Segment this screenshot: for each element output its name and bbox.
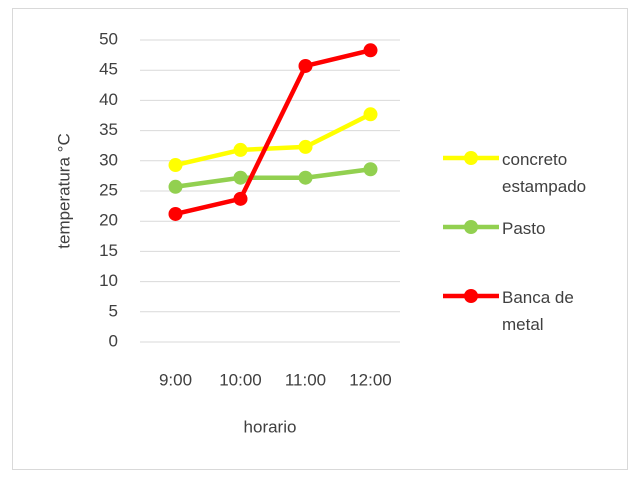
- y-tick-label: 40: [99, 90, 118, 109]
- series-line: [174, 112, 372, 168]
- legend-swatch: [443, 220, 499, 234]
- point: [298, 170, 313, 185]
- legend-label: Pasto: [502, 219, 546, 238]
- x-tick-label: 9:00: [159, 370, 192, 389]
- point: [168, 179, 183, 194]
- point: [363, 43, 378, 58]
- legend-entry: Banca de metal: [440, 284, 612, 338]
- point: [298, 58, 313, 73]
- point: [168, 206, 183, 221]
- legend-entry: concreto estampado: [440, 146, 612, 200]
- y-axis-label: temperatura °C: [54, 133, 73, 248]
- point: [363, 107, 378, 122]
- point: [363, 162, 378, 177]
- y-tick-label: 35: [99, 120, 118, 139]
- x-tick-label: 11:00: [285, 370, 326, 389]
- y-tick-label: 25: [99, 180, 118, 199]
- legend-label: concreto estampado: [502, 150, 587, 196]
- y-tick-label: 15: [99, 241, 118, 260]
- legend-entry: Pasto: [440, 215, 612, 242]
- point: [233, 170, 248, 185]
- y-tick-label: 30: [99, 150, 118, 169]
- chart-border: [12, 8, 628, 470]
- series-line: [175, 167, 371, 190]
- point: [298, 139, 313, 154]
- legend-swatch: [443, 289, 499, 303]
- point: [168, 158, 183, 173]
- x-axis-label: horario: [244, 417, 297, 436]
- series-line: [174, 48, 372, 217]
- x-tick-label: 10:00: [219, 370, 262, 389]
- legend-swatch: [443, 151, 499, 165]
- point: [233, 191, 248, 206]
- y-tick-label: 20: [99, 211, 118, 230]
- legend-label: Banca de metal: [502, 288, 574, 334]
- y-tick-label: 10: [99, 271, 118, 290]
- x-tick-label: 12:00: [349, 370, 392, 389]
- y-tick-label: 50: [99, 29, 118, 48]
- y-tick-label: 45: [99, 60, 118, 79]
- y-tick-label: 5: [109, 301, 118, 320]
- y-tick-label: 0: [109, 331, 118, 350]
- point: [233, 142, 248, 157]
